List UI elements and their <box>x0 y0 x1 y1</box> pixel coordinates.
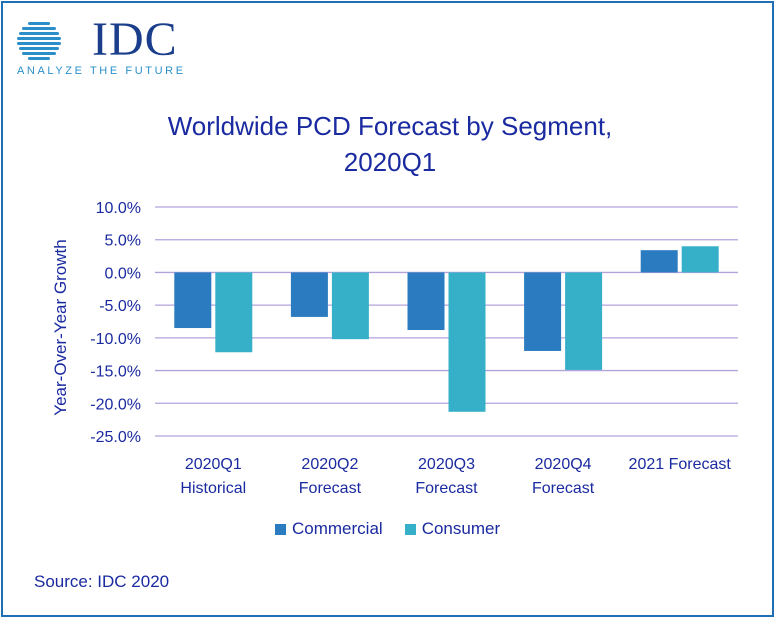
chart-title-line2: 2020Q1 <box>343 147 437 177</box>
bar-commercial-0 <box>174 272 212 329</box>
chart-title-line1: Worldwide PCD Forecast by Segment, <box>167 111 613 141</box>
x-tick-label: Historical <box>180 480 246 497</box>
x-tick-label: 2021 Forecast <box>629 456 732 473</box>
bar-consumer-4 <box>681 246 719 273</box>
bar-commercial-1 <box>290 272 328 317</box>
y-tick-label: -20.0% <box>90 396 141 413</box>
y-tick-label: -25.0% <box>90 429 141 446</box>
y-tick-label: -10.0% <box>90 331 141 348</box>
legend-item-consumer: Consumer <box>404 519 501 539</box>
logo-wordmark: IDC <box>92 13 178 66</box>
y-tick-label: 5.0% <box>105 233 141 250</box>
legend-label-commercial: Commercial <box>292 519 383 538</box>
y-tick-label: 10.0% <box>96 200 141 217</box>
bar-commercial-4 <box>640 250 678 273</box>
x-tick-label: 2020Q4 <box>535 456 592 473</box>
bar-consumer-3 <box>565 272 603 370</box>
x-tick-label: Forecast <box>415 480 478 497</box>
x-tick-label: 2020Q2 <box>301 456 358 473</box>
x-tick-label: 2020Q3 <box>418 456 475 473</box>
legend-swatch-commercial <box>275 523 286 535</box>
y-axis-label: Year-Over-Year Growth <box>51 239 70 415</box>
y-tick-label: -5.0% <box>99 298 141 315</box>
x-tick-label: Forecast <box>532 480 595 497</box>
logo-tagline: ANALYZE THE FUTURE <box>17 65 186 77</box>
legend-label-consumer: Consumer <box>421 519 501 538</box>
chart-title: Worldwide PCD Forecast by Segment, 2020Q… <box>100 108 680 180</box>
bar-consumer-2 <box>448 272 486 412</box>
legend: Commercial Consumer <box>275 519 500 539</box>
y-tick-label: 0.0% <box>105 265 141 282</box>
globe-icon <box>17 22 61 60</box>
x-tick-label: 2020Q1 <box>185 456 242 473</box>
idc-logo: IDC ANALYZE THE FUTURE <box>16 14 191 80</box>
bar-consumer-0 <box>215 272 253 353</box>
x-tick-label: Forecast <box>299 480 362 497</box>
legend-item-commercial: Commercial <box>275 519 383 539</box>
bar-commercial-2 <box>407 272 445 331</box>
legend-swatch-consumer <box>404 523 416 535</box>
bar-consumer-1 <box>331 272 369 340</box>
source-note: Source: IDC 2020 <box>34 572 170 591</box>
bar-commercial-3 <box>524 272 562 351</box>
y-tick-label: -15.0% <box>90 364 141 381</box>
